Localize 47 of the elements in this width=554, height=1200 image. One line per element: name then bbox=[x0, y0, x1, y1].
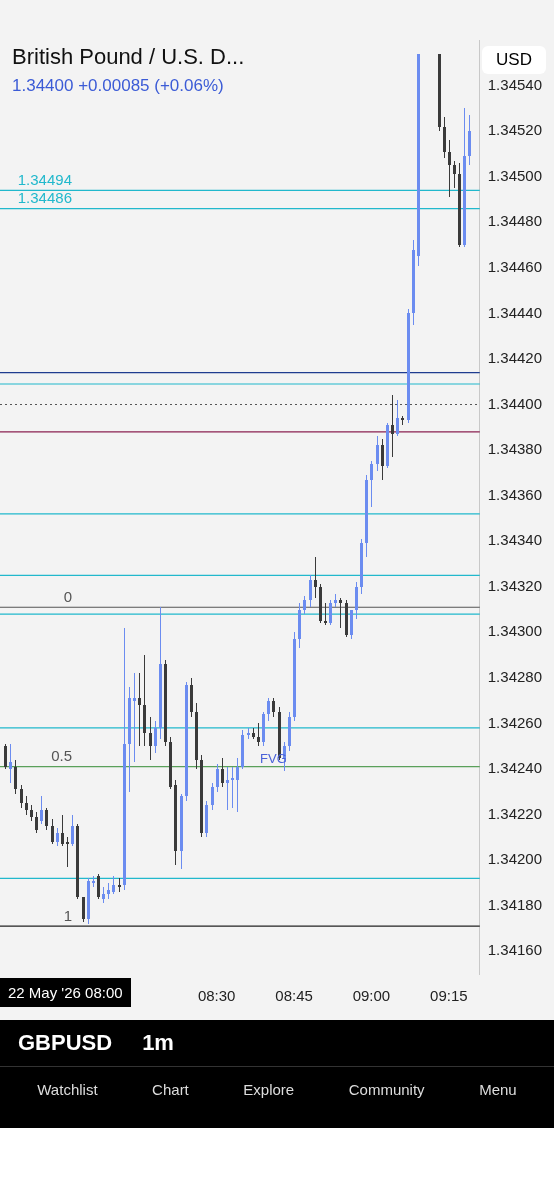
x-tick-label: 09:00 bbox=[352, 987, 391, 1005]
y-tick-label: 1.34480 bbox=[487, 212, 543, 230]
text: Explore bbox=[243, 1081, 295, 1098]
y-tick-label: 1.34300 bbox=[487, 622, 543, 640]
x-tick-label: 08:45 bbox=[275, 987, 313, 1005]
candlestick bbox=[339, 598, 342, 628]
candlestick bbox=[138, 673, 141, 746]
text: 22 May '26 08:00 bbox=[0, 978, 131, 1007]
candlestick bbox=[324, 603, 327, 625]
candlestick bbox=[226, 767, 229, 810]
ref-line-label: 1.34494 bbox=[17, 170, 72, 188]
x-tick-label: 09:15 bbox=[430, 987, 468, 1005]
y-tick-label: 1.34380 bbox=[487, 440, 543, 458]
y-tick-label: 1.34460 bbox=[487, 257, 543, 275]
text: Community bbox=[348, 1081, 425, 1098]
y-tick-label: 1.34520 bbox=[487, 121, 543, 139]
text: 1m bbox=[142, 1030, 174, 1056]
text: Menu bbox=[479, 1081, 517, 1098]
y-tick-label: 1.34160 bbox=[487, 941, 543, 959]
annotation: 0.5 bbox=[51, 747, 72, 765]
text: 1.34400 +0.00085 (+0.06%) bbox=[12, 76, 225, 96]
y-tick-label: 1.34420 bbox=[487, 349, 543, 367]
y-tick-label: 1.34320 bbox=[487, 576, 543, 594]
chart-title: British Pound / U.S. D... bbox=[12, 44, 245, 70]
y-tick-label: 1.34220 bbox=[487, 804, 543, 822]
y-tick-label: 1.34400 bbox=[487, 394, 543, 412]
y-tick-label: 1.34180 bbox=[487, 895, 543, 913]
annotation: 1 bbox=[63, 906, 72, 924]
y-tick-label: 1.34280 bbox=[487, 667, 543, 685]
y-tick-label: 1.34500 bbox=[487, 166, 543, 184]
y-tick-label: 1.34340 bbox=[487, 531, 543, 549]
y-tick-label: 1.34440 bbox=[487, 303, 543, 321]
x-tick-label: 08:30 bbox=[197, 987, 236, 1005]
annotation: 0 bbox=[63, 587, 72, 605]
text: Chart bbox=[152, 1081, 189, 1098]
candlestick bbox=[231, 767, 234, 808]
text: GBPUSD bbox=[18, 1030, 113, 1056]
y-tick-label: 1.34360 bbox=[487, 485, 543, 503]
y-tick-label: 1.34540 bbox=[487, 75, 543, 93]
y-tick-label: 1.34260 bbox=[487, 713, 543, 731]
y-tick-label: 1.34240 bbox=[487, 759, 543, 777]
text: USD bbox=[482, 46, 546, 74]
candlestick bbox=[133, 673, 136, 762]
y-tick-label: 1.34200 bbox=[487, 850, 543, 868]
candlestick bbox=[66, 837, 69, 867]
text: Watchlist bbox=[37, 1081, 98, 1098]
ref-line-label: 1.34486 bbox=[17, 189, 72, 207]
